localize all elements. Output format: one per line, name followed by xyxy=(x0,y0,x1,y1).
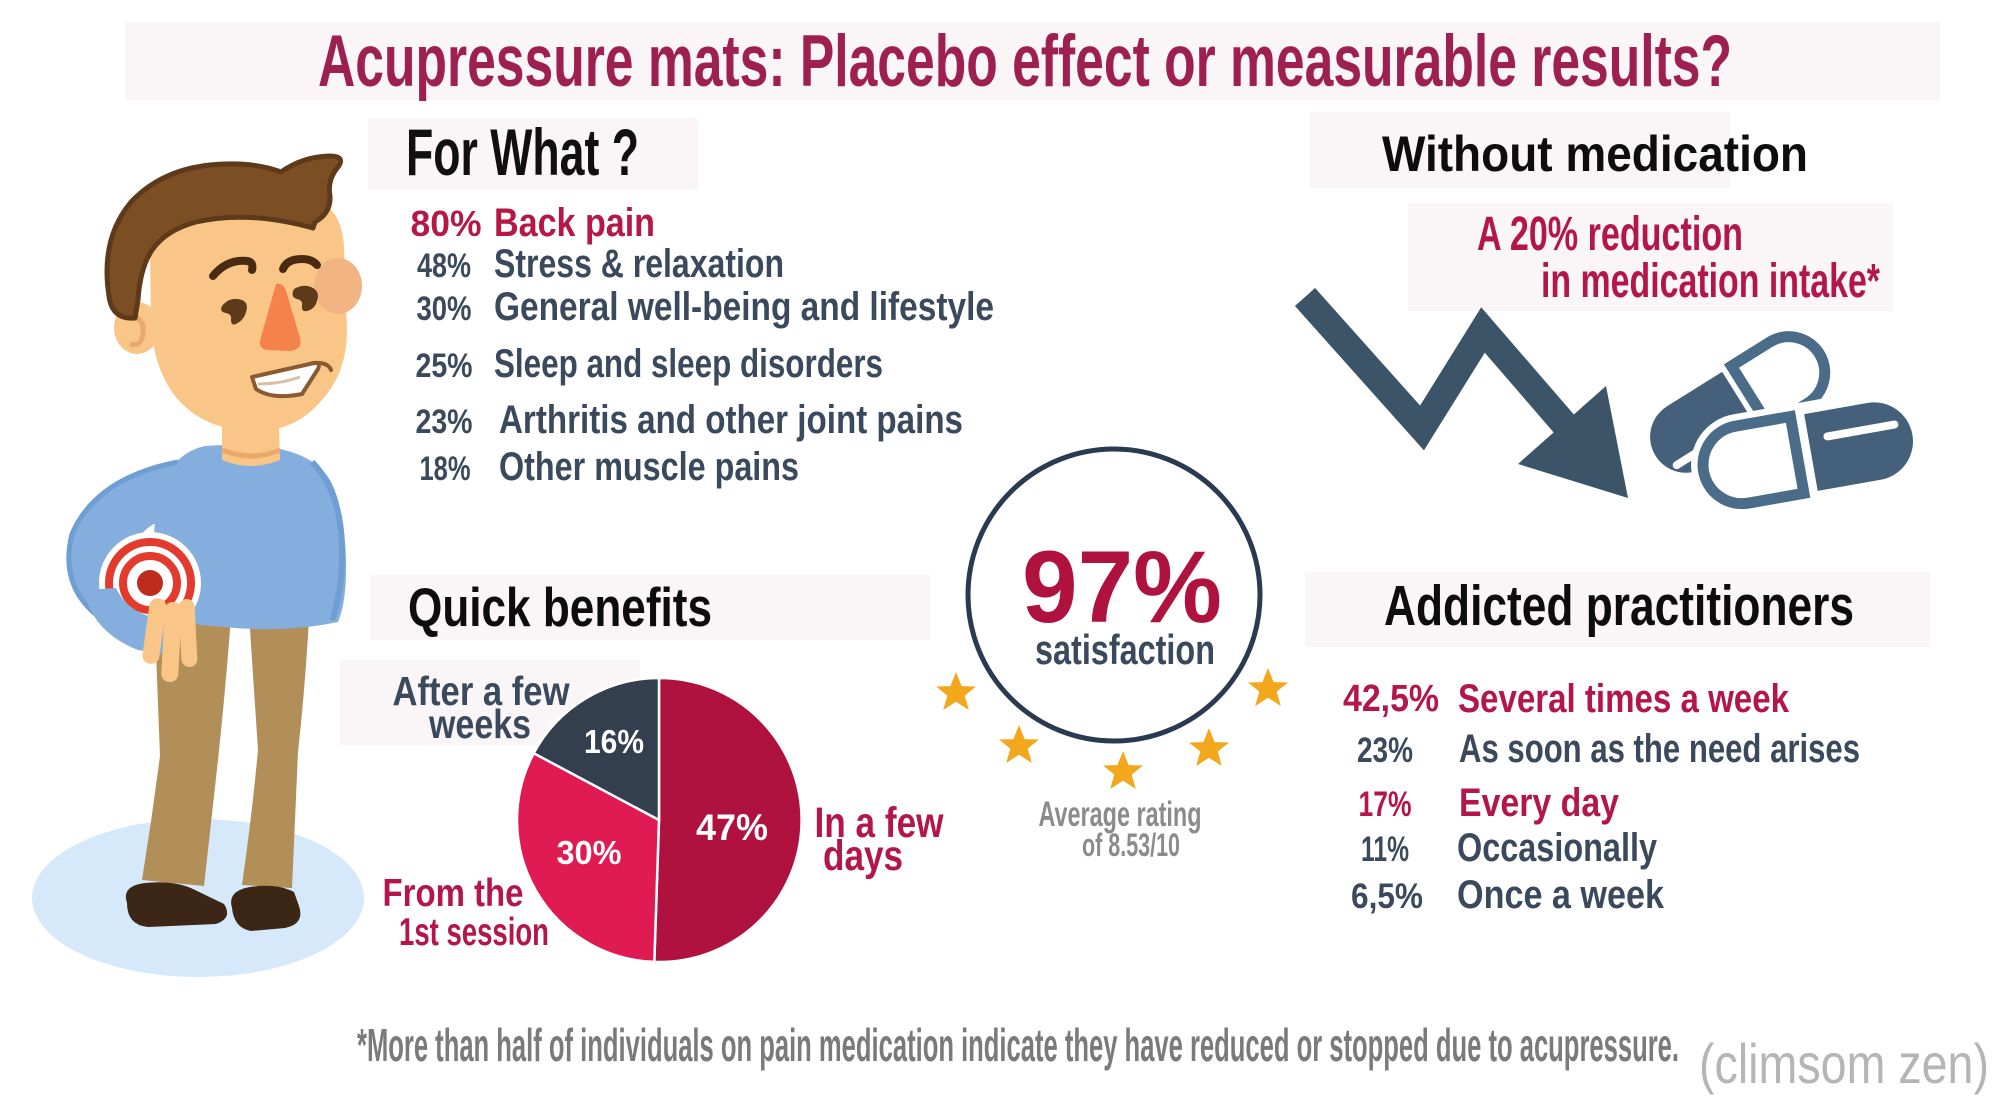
svg-text:Addicted practitioners: Addicted practitioners xyxy=(1384,574,1854,638)
svg-text:Every day: Every day xyxy=(1459,781,1620,825)
svg-text:From the: From the xyxy=(383,872,524,915)
svg-text:For What ?: For What ? xyxy=(406,115,639,189)
svg-text:23%: 23% xyxy=(1357,731,1413,770)
svg-text:25%: 25% xyxy=(416,347,473,385)
svg-text:General well-being and lifesty: General well-being and lifestyle xyxy=(494,285,994,329)
svg-text:11%: 11% xyxy=(1361,830,1409,869)
svg-text:6,5%: 6,5% xyxy=(1351,877,1423,916)
svg-text:Arthritis and other joint pain: Arthritis and other joint pains xyxy=(499,398,963,442)
svg-text:As soon as the need arises: As soon as the need arises xyxy=(1459,727,1860,771)
svg-text:80%: 80% xyxy=(411,203,482,244)
svg-text:Sleep and sleep disorders: Sleep and sleep disorders xyxy=(494,342,883,386)
svg-text:Other muscle pains: Other muscle pains xyxy=(499,445,799,489)
svg-text:30%: 30% xyxy=(557,834,622,871)
svg-text:1st session: 1st session xyxy=(399,911,549,954)
svg-text:*More than half of individuals: *More than half of individuals on pain m… xyxy=(357,1019,1679,1071)
svg-text:18%: 18% xyxy=(420,450,471,488)
svg-text:In a few: In a few xyxy=(815,799,944,847)
svg-text:Occasionally: Occasionally xyxy=(1457,826,1658,870)
svg-text:Average rating: Average rating xyxy=(1039,795,1202,834)
svg-text:30%: 30% xyxy=(417,290,472,328)
svg-text:in medication intake*: in medication intake* xyxy=(1541,255,1880,308)
svg-text:47%: 47% xyxy=(696,807,768,848)
svg-text:weeks: weeks xyxy=(428,701,531,747)
svg-text:17%: 17% xyxy=(1359,785,1412,824)
svg-text:satisfaction: satisfaction xyxy=(1035,626,1215,673)
svg-text:16%: 16% xyxy=(584,723,644,760)
svg-text:Once a week: Once a week xyxy=(1457,873,1665,917)
svg-text:Back pain: Back pain xyxy=(494,201,655,245)
svg-text:Stress & relaxation: Stress & relaxation xyxy=(494,242,784,286)
svg-text:(climsom zen): (climsom zen) xyxy=(1699,1032,1989,1095)
svg-text:days: days xyxy=(823,832,903,880)
svg-text:Acupressure mats: Placebo effe: Acupressure mats: Placebo effect or meas… xyxy=(318,21,1732,102)
svg-text:After a few: After a few xyxy=(393,668,570,714)
svg-text:Quick benefits: Quick benefits xyxy=(408,576,712,638)
svg-text:A 20% reduction: A 20% reduction xyxy=(1477,208,1743,261)
svg-text:42,5%: 42,5% xyxy=(1343,678,1439,720)
svg-text:Without medication: Without medication xyxy=(1382,126,1808,182)
svg-text:Several times a week: Several times a week xyxy=(1458,677,1790,721)
svg-text:97%: 97% xyxy=(1022,530,1222,644)
svg-text:of 8.53/10: of 8.53/10 xyxy=(1082,827,1180,863)
svg-text:48%: 48% xyxy=(417,247,471,285)
svg-text:23%: 23% xyxy=(416,403,473,441)
